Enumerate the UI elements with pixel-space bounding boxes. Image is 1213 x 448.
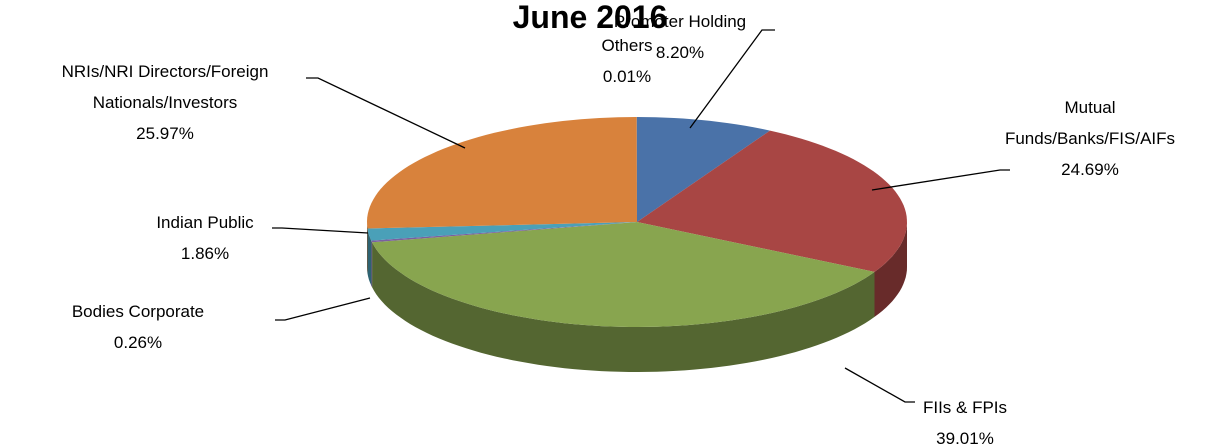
value-label: 39.01% [936, 429, 994, 448]
slice-label: Promoter Holding 8.20% [580, 6, 780, 68]
leader-line [844, 367, 915, 403]
value-label: 0.26% [113, 333, 163, 352]
category-label: Promoter Holding [613, 12, 747, 31]
slice-label: Mutual Funds/Banks/FIS/AIFs 24.69% [1000, 92, 1180, 185]
chart-title: June 2016 [513, 0, 668, 35]
value-label: 25.97% [136, 124, 194, 143]
slice-side [371, 240, 373, 288]
value-label: 24.69% [1061, 160, 1119, 179]
category-label: Others [601, 36, 653, 55]
slice [637, 117, 770, 222]
slice [372, 222, 875, 327]
leader-line [275, 297, 371, 321]
slice-side [874, 222, 907, 317]
slice [637, 130, 907, 272]
slice-side [372, 242, 875, 372]
slice [371, 222, 637, 243]
slice-label: Bodies Corporate 0.26% [38, 296, 238, 358]
slice-side [367, 228, 372, 286]
leader-line [306, 77, 466, 149]
slice-label: Others 0.01% [577, 30, 677, 92]
slice-side [367, 222, 368, 274]
category-label: Mutual Funds/Banks/FIS/AIFs [1004, 98, 1176, 148]
leader-line [871, 169, 1010, 191]
slice-label: NRIs/NRI Directors/Foreign Nationals/Inv… [10, 56, 320, 149]
category-label: Indian Public [156, 213, 254, 232]
leader-line [689, 29, 775, 129]
slice [367, 117, 637, 229]
slice-label: Indian Public 1.86% [125, 207, 285, 269]
leader-line [272, 227, 369, 234]
category-label: NRIs/NRI Directors/Foreign Nationals/Inv… [61, 62, 269, 112]
value-label: 1.86% [180, 244, 230, 263]
category-label: Bodies Corporate [71, 302, 205, 321]
value-label: 0.01% [602, 67, 652, 86]
slice-label: FIIs & FPIs 39.01% [895, 392, 1035, 448]
slice [367, 222, 637, 241]
value-label: 8.20% [655, 43, 705, 62]
category-label: FIIs & FPIs [922, 398, 1008, 417]
